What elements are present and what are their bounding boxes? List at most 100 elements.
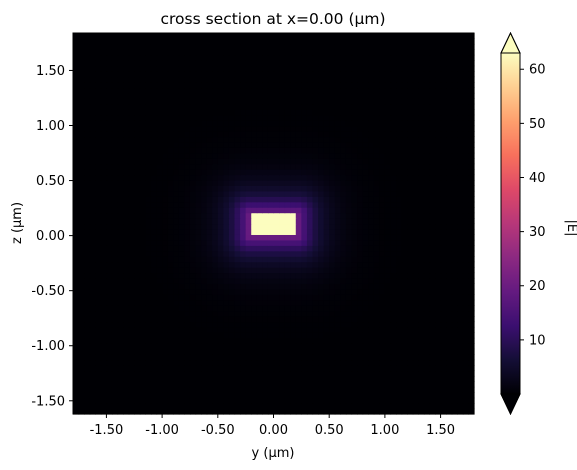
heatmap-cell (106, 158, 113, 165)
heatmap-cell (468, 272, 475, 279)
heatmap-cell (262, 256, 269, 263)
heatmap-cell (451, 288, 458, 295)
heatmap-cell (401, 120, 408, 127)
heatmap-cell (345, 403, 353, 410)
heatmap-cell (111, 223, 119, 230)
heatmap-cell (362, 348, 369, 355)
heatmap-cell (323, 403, 330, 410)
heatmap-cell (273, 92, 280, 99)
heatmap-cell (106, 212, 113, 219)
heatmap-cell (256, 147, 263, 154)
heatmap-cell (329, 305, 336, 312)
heatmap-cell (100, 136, 108, 143)
heatmap-cell (329, 125, 336, 132)
heatmap-cell (435, 261, 442, 268)
heatmap-cell (100, 321, 108, 328)
heatmap-cell (401, 125, 408, 132)
heatmap-cell (390, 60, 397, 67)
heatmap-cell (379, 343, 386, 350)
heatmap-cell (228, 125, 236, 132)
heatmap-cell (284, 158, 291, 165)
heatmap-cell (173, 326, 180, 333)
heatmap-cell (384, 332, 392, 339)
heatmap-cell (100, 158, 108, 165)
heatmap-cell (134, 299, 141, 306)
heatmap-cell (435, 158, 442, 165)
heatmap-cell (162, 196, 169, 203)
heatmap-cell (267, 60, 275, 67)
heatmap-cell (373, 294, 380, 301)
heatmap-cell (95, 283, 102, 290)
heatmap-cell (162, 98, 169, 105)
heatmap-cell (123, 212, 130, 219)
heatmap-cell (334, 60, 341, 67)
heatmap-cell (234, 169, 241, 176)
heatmap-cell (206, 381, 213, 388)
heatmap-cell (173, 163, 180, 170)
heatmap-cell (240, 141, 247, 148)
heatmap-cell (139, 305, 146, 312)
heatmap-cell (145, 212, 152, 219)
heatmap-cell (173, 92, 180, 99)
heatmap-cell (412, 158, 419, 165)
heatmap-cell (435, 359, 442, 366)
heatmap-cell (468, 190, 475, 197)
heatmap-cell (78, 305, 85, 312)
heatmap-cell (279, 370, 286, 377)
heatmap-cell (390, 152, 397, 159)
heatmap-cell (446, 272, 453, 279)
heatmap-cell (145, 81, 152, 89)
heatmap-cell (256, 218, 263, 225)
heatmap-cell (273, 201, 280, 208)
heatmap-cell (245, 359, 252, 366)
heatmap-cell (407, 365, 414, 372)
heatmap-cell (384, 152, 392, 159)
heatmap-cell (267, 114, 275, 121)
heatmap-cell (379, 386, 386, 393)
heatmap-cell (167, 60, 174, 67)
heatmap-cell (245, 283, 252, 290)
heatmap-cell (401, 245, 408, 252)
heatmap-cell (240, 256, 247, 263)
heatmap-cell (284, 397, 291, 404)
heatmap-cell (446, 152, 453, 159)
heatmap-cell (290, 54, 297, 61)
heatmap-cell (189, 109, 197, 116)
heatmap-cell (368, 408, 375, 415)
heatmap-cell (89, 386, 96, 393)
heatmap-cell (251, 125, 258, 132)
heatmap-cell (145, 65, 152, 72)
heatmap-cell (95, 392, 102, 399)
heatmap-cell (312, 185, 319, 192)
heatmap-cell (139, 392, 146, 399)
heatmap-cell (251, 114, 258, 121)
heatmap-cell (106, 250, 113, 257)
heatmap-cell (111, 365, 119, 372)
heatmap-cell (156, 109, 163, 116)
heatmap-cell (100, 283, 108, 290)
heatmap-cell (429, 81, 436, 89)
heatmap-cell (318, 71, 325, 78)
heatmap-cell (468, 343, 475, 350)
heatmap-cell (273, 386, 280, 393)
heatmap-cell (334, 185, 341, 192)
heatmap-cell (462, 245, 470, 252)
heatmap-cell (267, 174, 275, 181)
heatmap-cell (306, 283, 314, 290)
heatmap-cell (256, 228, 263, 235)
heatmap-cell (362, 141, 369, 148)
heatmap-cell (212, 136, 219, 143)
heatmap-cell (234, 408, 241, 415)
heatmap-cell (234, 375, 241, 382)
heatmap-cell (418, 370, 425, 377)
heatmap-cell (295, 299, 302, 306)
heatmap-cell (351, 103, 358, 110)
heatmap-cell (301, 403, 308, 410)
heatmap-cell (89, 348, 96, 355)
heatmap-cell (240, 201, 247, 208)
heatmap-cell (457, 332, 464, 339)
heatmap-cell (357, 179, 364, 186)
heatmap-cell (217, 337, 224, 344)
heatmap-cell (240, 185, 247, 192)
